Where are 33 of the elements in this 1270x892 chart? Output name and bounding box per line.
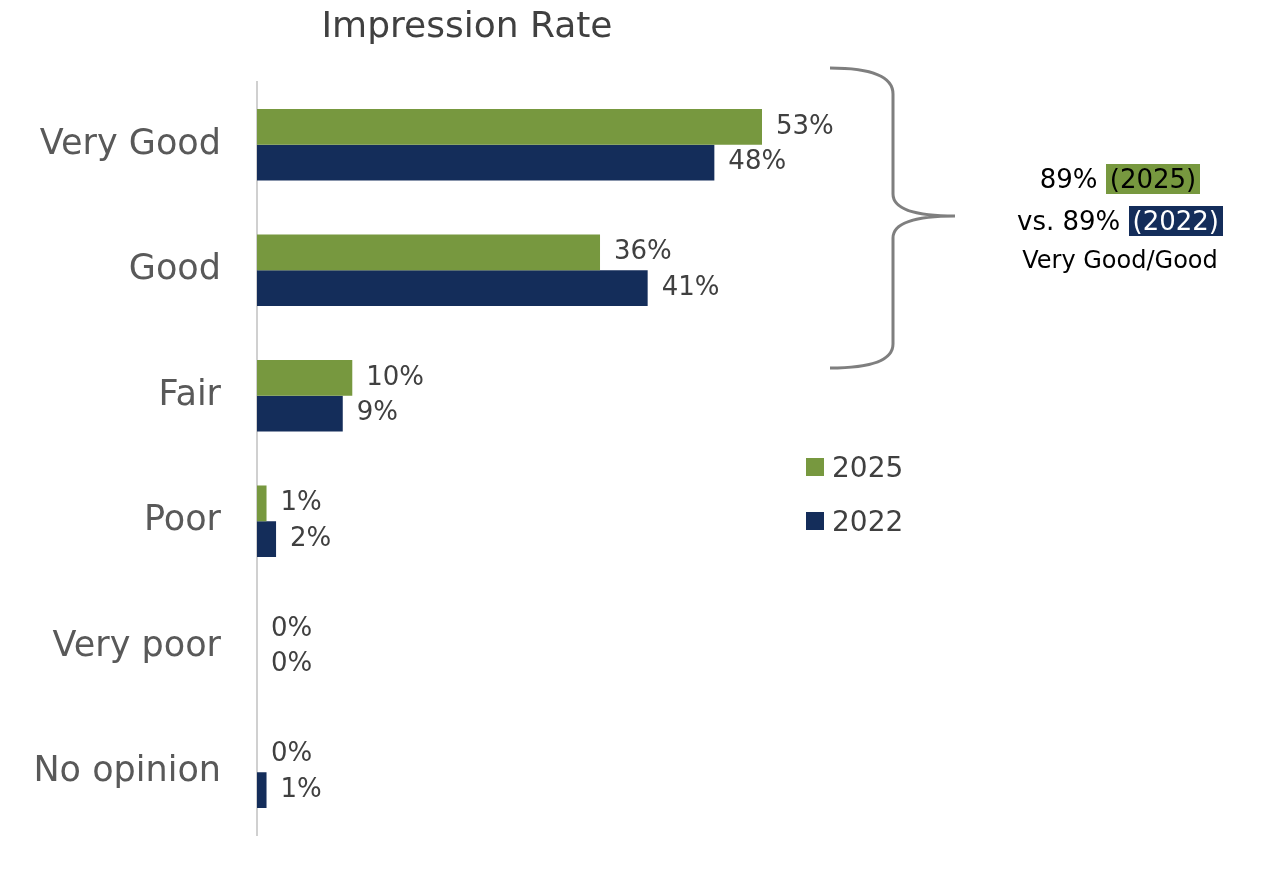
data-label: 2% xyxy=(290,521,332,552)
y-tick-label: Very poor xyxy=(52,623,222,664)
text: vs. 89% (2022) xyxy=(1016,205,1220,238)
y-tick-label: Fair xyxy=(158,372,222,413)
bar xyxy=(257,521,277,558)
data-label: 0% xyxy=(271,737,313,768)
bar xyxy=(257,234,601,271)
y-tick-label: Good xyxy=(128,247,221,288)
bar xyxy=(257,359,353,396)
data-label: 0% xyxy=(271,611,313,642)
data-label: 53% xyxy=(776,109,834,140)
data-label: 48% xyxy=(728,145,787,176)
data-label: 41% xyxy=(661,270,720,301)
text: Very Good/Good xyxy=(1021,245,1219,276)
data-label: 36% xyxy=(614,235,672,266)
bar xyxy=(257,108,762,145)
data-label: 9% xyxy=(356,396,398,427)
text: 89% (2025) xyxy=(1038,163,1198,196)
bar xyxy=(257,395,343,432)
bar xyxy=(257,485,267,522)
data-label: 1% xyxy=(280,772,322,803)
y-tick-label: Poor xyxy=(143,498,222,539)
bar xyxy=(257,270,648,307)
y-tick-label: No opinion xyxy=(33,749,221,790)
bar xyxy=(257,772,267,809)
chart-title: Impression Rate xyxy=(320,4,614,45)
data-label: 0% xyxy=(271,647,313,678)
data-label: 10% xyxy=(366,360,425,391)
bar xyxy=(257,144,715,181)
legend-label: 2022 xyxy=(832,504,904,538)
y-tick-label: Very Good xyxy=(39,121,221,162)
data-label: 1% xyxy=(280,486,322,517)
legend-label: 2025 xyxy=(832,450,904,484)
